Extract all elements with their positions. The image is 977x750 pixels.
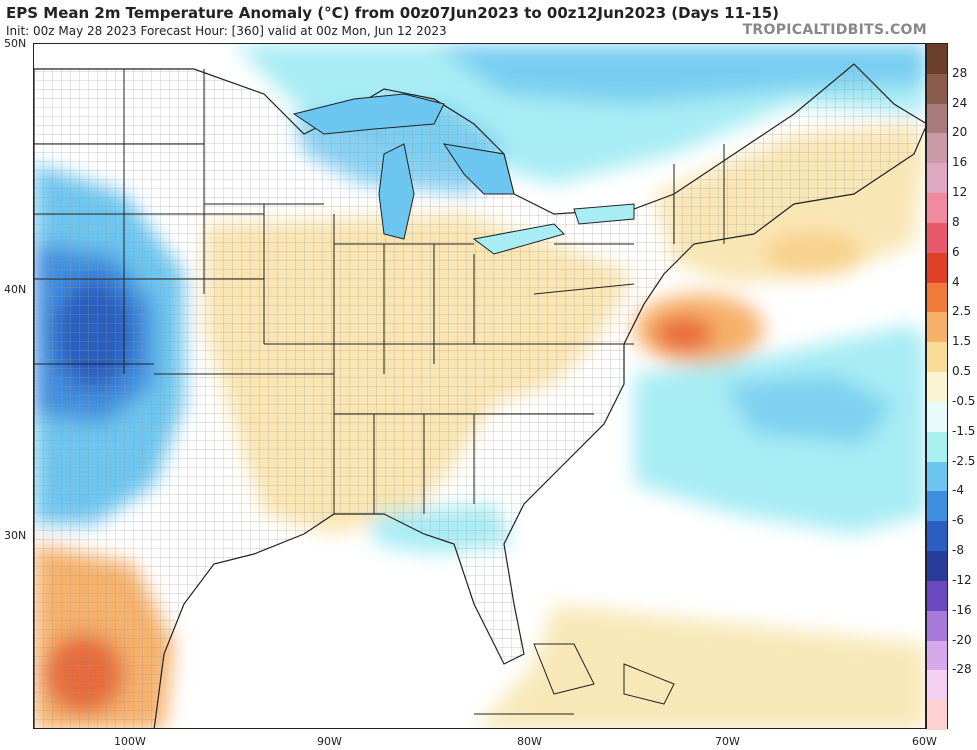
colorbar-label: 6 <box>952 244 960 259</box>
lon-label-60w: 60W <box>912 735 937 748</box>
colorbar-label: 4 <box>952 274 960 289</box>
colorbar-swatch <box>927 491 947 522</box>
colorbar-label: 0.5 <box>952 364 972 379</box>
colorbar-label: -28 <box>952 662 972 677</box>
colorbar-swatch <box>927 700 947 731</box>
colorbar-label: 1.5 <box>952 334 972 349</box>
colorbar-label: 24 <box>952 95 968 110</box>
colorbar-swatch <box>927 640 947 671</box>
land-counties <box>34 63 925 728</box>
colorbar-swatch <box>927 133 947 164</box>
colorbar-label: -12 <box>952 572 972 587</box>
colorbar-label: 28 <box>952 65 968 80</box>
colorbar-swatch <box>927 551 947 582</box>
colorbar-label: -2.5 <box>952 453 976 468</box>
colorbar-swatch <box>927 193 947 224</box>
colorbar-label: 2.5 <box>952 304 972 319</box>
colorbar-label: -4 <box>952 483 964 498</box>
lat-label-30n: 30N <box>4 529 27 542</box>
chart-title: EPS Mean 2m Temperature Anomaly (°C) fro… <box>6 4 779 22</box>
map-canvas <box>34 44 925 728</box>
chart-subtitle: Init: 00z May 28 2023 Forecast Hour: [36… <box>6 24 447 38</box>
colorbar-label: 16 <box>952 155 968 170</box>
colorbar-label: -8 <box>952 543 964 558</box>
colorbar-label: -1.5 <box>952 423 976 438</box>
colorbar-label: -20 <box>952 632 972 647</box>
colorbar-swatch <box>927 670 947 701</box>
colorbar-swatch <box>927 401 947 433</box>
colorbar-swatch <box>927 282 947 313</box>
colorbar-swatch <box>927 610 947 641</box>
colorbar-swatch <box>927 580 947 612</box>
lon-label-100w: 100W <box>114 735 146 748</box>
lat-label-40n: 40N <box>4 283 27 296</box>
colorbar-swatch <box>927 252 947 284</box>
colorbar-swatch <box>927 222 947 254</box>
brand-watermark: TROPICALTIDBITS.COM <box>742 22 927 38</box>
lon-label-70w: 70W <box>715 735 740 748</box>
colorbar-label: -0.5 <box>952 393 976 408</box>
colorbar <box>926 43 948 731</box>
colorbar-label: 8 <box>952 214 960 229</box>
lon-label-80w: 80W <box>517 735 542 748</box>
colorbar-swatch <box>927 521 947 552</box>
colorbar-swatch <box>927 163 947 194</box>
colorbar-label: 20 <box>952 125 968 140</box>
colorbar-swatch <box>927 342 947 373</box>
lon-label-90w: 90W <box>317 735 342 748</box>
colorbar-swatch <box>927 461 947 492</box>
colorbar-label: -6 <box>952 513 964 528</box>
colorbar-label: 12 <box>952 185 968 200</box>
colorbar-swatch <box>927 73 947 105</box>
colorbar-swatch <box>927 431 947 463</box>
colorbar-label: -16 <box>952 602 972 617</box>
colorbar-swatch <box>927 312 947 343</box>
colorbar-swatch <box>927 44 947 75</box>
temperature-anomaly-map <box>33 43 926 729</box>
lat-label-50n: 50N <box>4 37 27 50</box>
colorbar-swatch <box>927 103 947 134</box>
colorbar-swatch <box>927 372 947 403</box>
